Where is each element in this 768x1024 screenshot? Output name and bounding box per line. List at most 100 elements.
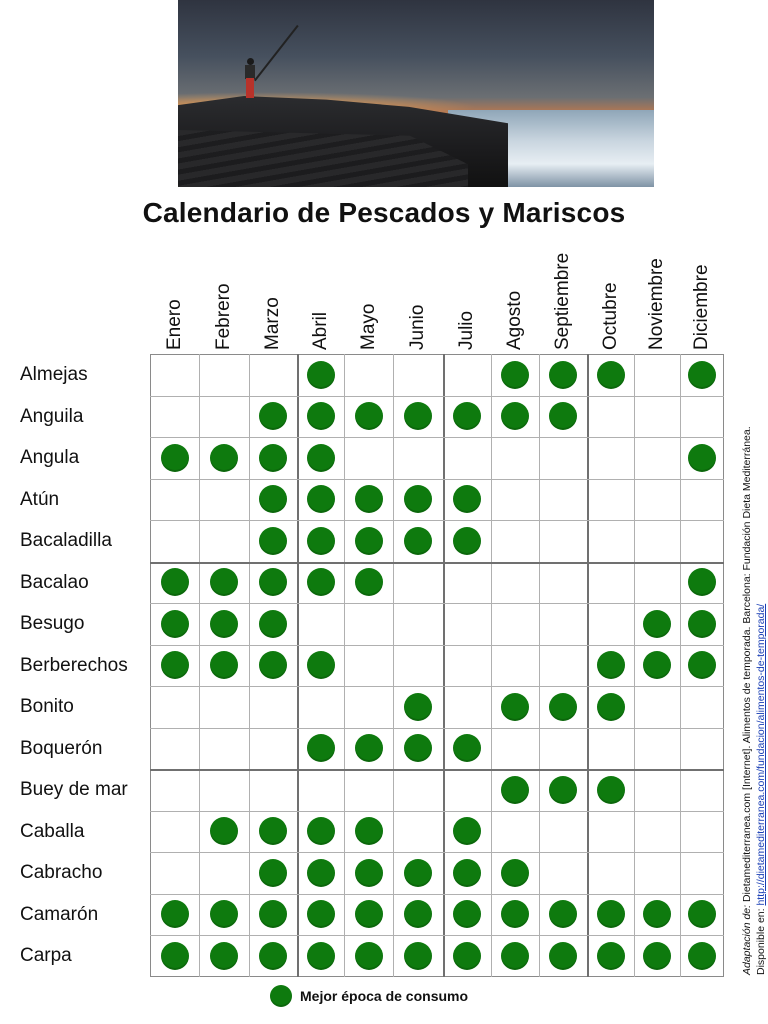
season-dot [307, 942, 335, 970]
grid-hline [150, 935, 724, 936]
season-dot [210, 942, 238, 970]
legend-label: Mejor época de consumo [300, 988, 469, 1004]
season-dot [549, 900, 577, 928]
season-dot [597, 361, 625, 389]
season-dot [355, 942, 383, 970]
month-label: Noviembre [646, 258, 667, 350]
season-dot [259, 817, 287, 845]
season-dot [453, 817, 481, 845]
grid-hline [150, 769, 724, 771]
season-dot [259, 444, 287, 472]
month-label: Julio [456, 310, 477, 350]
month-label: Agosto [504, 290, 525, 350]
fish-name: Bacalao [20, 571, 89, 593]
season-dot [307, 444, 335, 472]
season-dot [161, 444, 189, 472]
season-dot [404, 942, 432, 970]
season-dot [259, 651, 287, 679]
grid-vline [297, 354, 299, 977]
season-dot [259, 610, 287, 638]
grid-hline [150, 811, 724, 812]
source-prefix: Adaptación de: [741, 904, 753, 975]
season-dot [210, 651, 238, 679]
grid-vline [587, 354, 589, 977]
source-text: Dietamediterranea.com [Internet]. Alimen… [741, 426, 753, 905]
season-dot [355, 734, 383, 762]
season-dot [597, 776, 625, 804]
season-dot [355, 568, 383, 596]
grid-hline [150, 603, 724, 604]
season-dot [307, 900, 335, 928]
season-dot [453, 900, 481, 928]
grid-vline [491, 354, 492, 977]
season-dot [161, 942, 189, 970]
season-dot [259, 485, 287, 513]
fish-name: Bonito [20, 696, 74, 717]
season-dot [501, 402, 529, 430]
grid-vline [393, 354, 394, 977]
season-dot [688, 444, 716, 472]
month-header-2: Febrero [199, 230, 249, 350]
season-dot [259, 900, 287, 928]
month-header-8: Agosto [491, 230, 539, 350]
month-header-3: Marzo [249, 230, 297, 350]
source-link[interactable]: http://dietamediterranea.com/fundacion/a… [755, 603, 767, 906]
season-dot [453, 734, 481, 762]
season-dot [404, 900, 432, 928]
season-dot [597, 693, 625, 721]
season-dot [549, 776, 577, 804]
season-dot [688, 361, 716, 389]
grid-hline [150, 479, 724, 480]
fish-name: Berberechos [20, 654, 128, 676]
season-dot [688, 900, 716, 928]
season-dot [307, 402, 335, 430]
season-dot [161, 900, 189, 928]
month-label: Junio [407, 304, 428, 350]
season-dot [404, 485, 432, 513]
season-dot [259, 942, 287, 970]
month-header-11: Noviembre [634, 230, 680, 350]
grid-hline [150, 562, 724, 564]
month-label: Octubre [599, 282, 621, 350]
season-dot [453, 485, 481, 513]
season-dot [453, 402, 481, 430]
season-dot [501, 942, 529, 970]
grid-hline [150, 852, 724, 853]
month-header-1: Enero [150, 230, 199, 350]
grid-vline [249, 354, 250, 977]
fish-name: Boquerón [20, 737, 103, 759]
season-dot [501, 693, 529, 721]
season-dot [501, 859, 529, 887]
season-dot [307, 568, 335, 596]
season-dot [355, 817, 383, 845]
season-dot [404, 734, 432, 762]
month-label: Abril [309, 311, 331, 350]
season-dot [643, 651, 671, 679]
calendar-grid [150, 354, 724, 977]
hero-photo [178, 0, 654, 187]
month-label: Marzo [262, 297, 283, 350]
season-dot [355, 402, 383, 430]
season-dot [259, 527, 287, 555]
fish-name: Caballa [20, 820, 85, 842]
season-dot [404, 527, 432, 555]
season-dot [688, 942, 716, 970]
season-dot [259, 402, 287, 430]
fish-name: Almejas [20, 364, 88, 385]
season-dot [259, 568, 287, 596]
fish-name: Carpa [20, 945, 72, 966]
grid-vline [344, 354, 345, 977]
fish-name: Bacaladilla [20, 530, 112, 551]
season-dot [210, 817, 238, 845]
season-dot [501, 361, 529, 389]
grid-hline [150, 894, 724, 895]
season-dot [688, 568, 716, 596]
month-label: Septiembre [552, 252, 573, 350]
season-dot [355, 527, 383, 555]
month-header-4: Abril [297, 230, 344, 350]
fishing-rod-icon [254, 24, 299, 82]
month-header-7: Julio [443, 230, 491, 350]
fish-name: Angula [20, 447, 80, 468]
season-dot [210, 568, 238, 596]
grid-hline [150, 396, 724, 397]
